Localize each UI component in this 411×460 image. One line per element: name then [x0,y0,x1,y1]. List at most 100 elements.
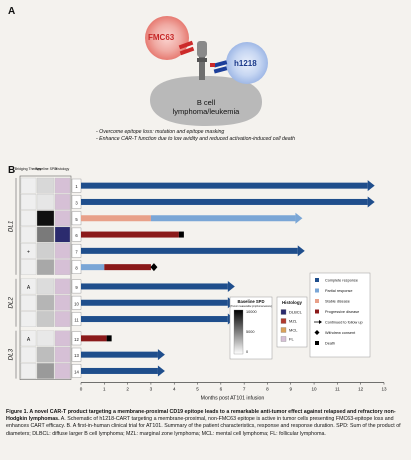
spd-cell [36,330,55,347]
legend-swatch [315,288,319,293]
spd-cell [36,194,55,210]
bridging-cell [20,243,37,259]
histology-cell [54,363,71,379]
bridging-cell [20,363,37,379]
histology-cell [54,194,71,210]
histology-label: DLBCL [289,310,303,315]
continued-follow-up-arrow [295,212,303,224]
death-marker [106,335,112,342]
column-header-0: Bridging Therapy [15,167,42,171]
bridging-mark: A [27,337,31,343]
continued-follow-up-arrow [227,280,235,292]
caption-title: Figure 1. A novel CAR-T product targetin… [6,409,396,423]
legend-label: Complete response [325,279,358,283]
dose-level-label: DL1 [8,221,15,232]
response-segment [81,351,158,358]
patient-id: 6 [75,233,78,238]
spd-cell [36,311,55,327]
patient-id: 11 [74,318,79,323]
caption-body: A. Schematic of h1218-CART targeting a m… [6,416,401,437]
patient-id: 13 [74,353,79,358]
spd-cell [36,243,55,259]
x-tick-label: 11 [335,387,340,392]
x-tick-label: 2 [126,387,129,392]
b-cell-label-line2: lymphoma/leukemia [172,107,240,116]
histology-label: MZL [289,319,298,324]
histology-cell [54,330,71,347]
histology-swatch [280,318,287,324]
histology-cell [54,259,71,275]
cd19-stalk [199,56,205,80]
spd-colorbar-tick: 10000 [246,310,257,314]
fmc63-label: FMC63 [148,33,175,42]
legend-label: Stable disease [325,300,350,304]
legend-label: Death [325,342,335,346]
figure-caption: Figure 1. A novel CAR-T product targetin… [6,409,406,438]
fmc63-circle [145,16,189,60]
histology-cell [54,311,71,327]
response-segment [81,247,298,254]
response-segment [81,367,158,374]
response-segment [81,264,105,271]
x-tick-label: 1 [103,387,106,392]
legend-swatch [315,278,319,282]
histology-swatch [280,309,287,315]
h1218-label: h1218 [234,59,257,68]
cd19-top [197,41,207,57]
bridging-cell [20,194,37,210]
response-legend-box [309,272,371,358]
x-tick-label: 4 [173,387,176,392]
x-tick-label: 12 [358,387,364,392]
panel-a-bullets: - Overcome epitope loss: mutation and ep… [96,129,295,143]
x-tick-label: 13 [381,387,387,392]
legend-label: Progressive disease [325,310,359,314]
bridging-cell [20,278,37,295]
spd-colorbar [233,309,244,355]
legend-swatch [315,299,319,303]
bridging-mark: + [27,249,30,255]
bridging-cell [20,210,37,227]
response-segment [81,231,179,238]
histology-swatch [280,327,287,333]
b-cell-shape [150,76,262,126]
patient-id: 10 [74,301,79,306]
spd-cell [36,363,55,379]
continued-follow-up-arrow [157,365,165,377]
column-header-2: Histology [55,167,70,171]
legend-label: Withdrew consent [325,331,356,335]
histology-cell [54,294,71,311]
bridging-cell [20,226,37,243]
x-tick-label: 6 [220,387,223,392]
response-segment [81,198,368,205]
histology-legend-title: Histology [282,300,303,305]
patient-table-frame [19,175,72,380]
response-segment [150,215,296,222]
bridging-cell [20,177,37,194]
histology-label: MCL [289,328,298,333]
x-axis-title: Months post AT101 infusion [201,396,265,402]
spd-cell [36,210,55,227]
response-segment [81,316,228,323]
histology-swatch [280,336,287,342]
x-tick-label: 10 [312,387,318,392]
bullet-1: - Overcome epitope loss: mutation and ep… [96,129,225,135]
response-segment [81,335,107,342]
bridging-cell [20,259,37,275]
spd-legend-title: Baseline SPD [238,299,265,304]
response-segment [104,264,151,271]
bridging-cell [20,311,37,327]
bridging-cell [20,346,37,363]
histology-cell [54,177,71,194]
panel-b-letter: B [8,165,16,176]
spd-legend-subtitle: (Tumor measurable lymphoma lesions) [230,305,272,308]
histology-cell [54,346,71,363]
x-tick-label: 0 [80,387,83,392]
spd-cell [36,226,55,243]
car-t-schematic [145,16,268,126]
continued-follow-up-arrow [157,349,165,361]
patient-id: 8 [75,266,78,271]
patient-id: 1 [75,184,78,189]
continued-follow-up-arrow [297,245,305,257]
spd-colorbar-tick: 5000 [246,330,254,334]
legend-swatch [315,341,319,345]
